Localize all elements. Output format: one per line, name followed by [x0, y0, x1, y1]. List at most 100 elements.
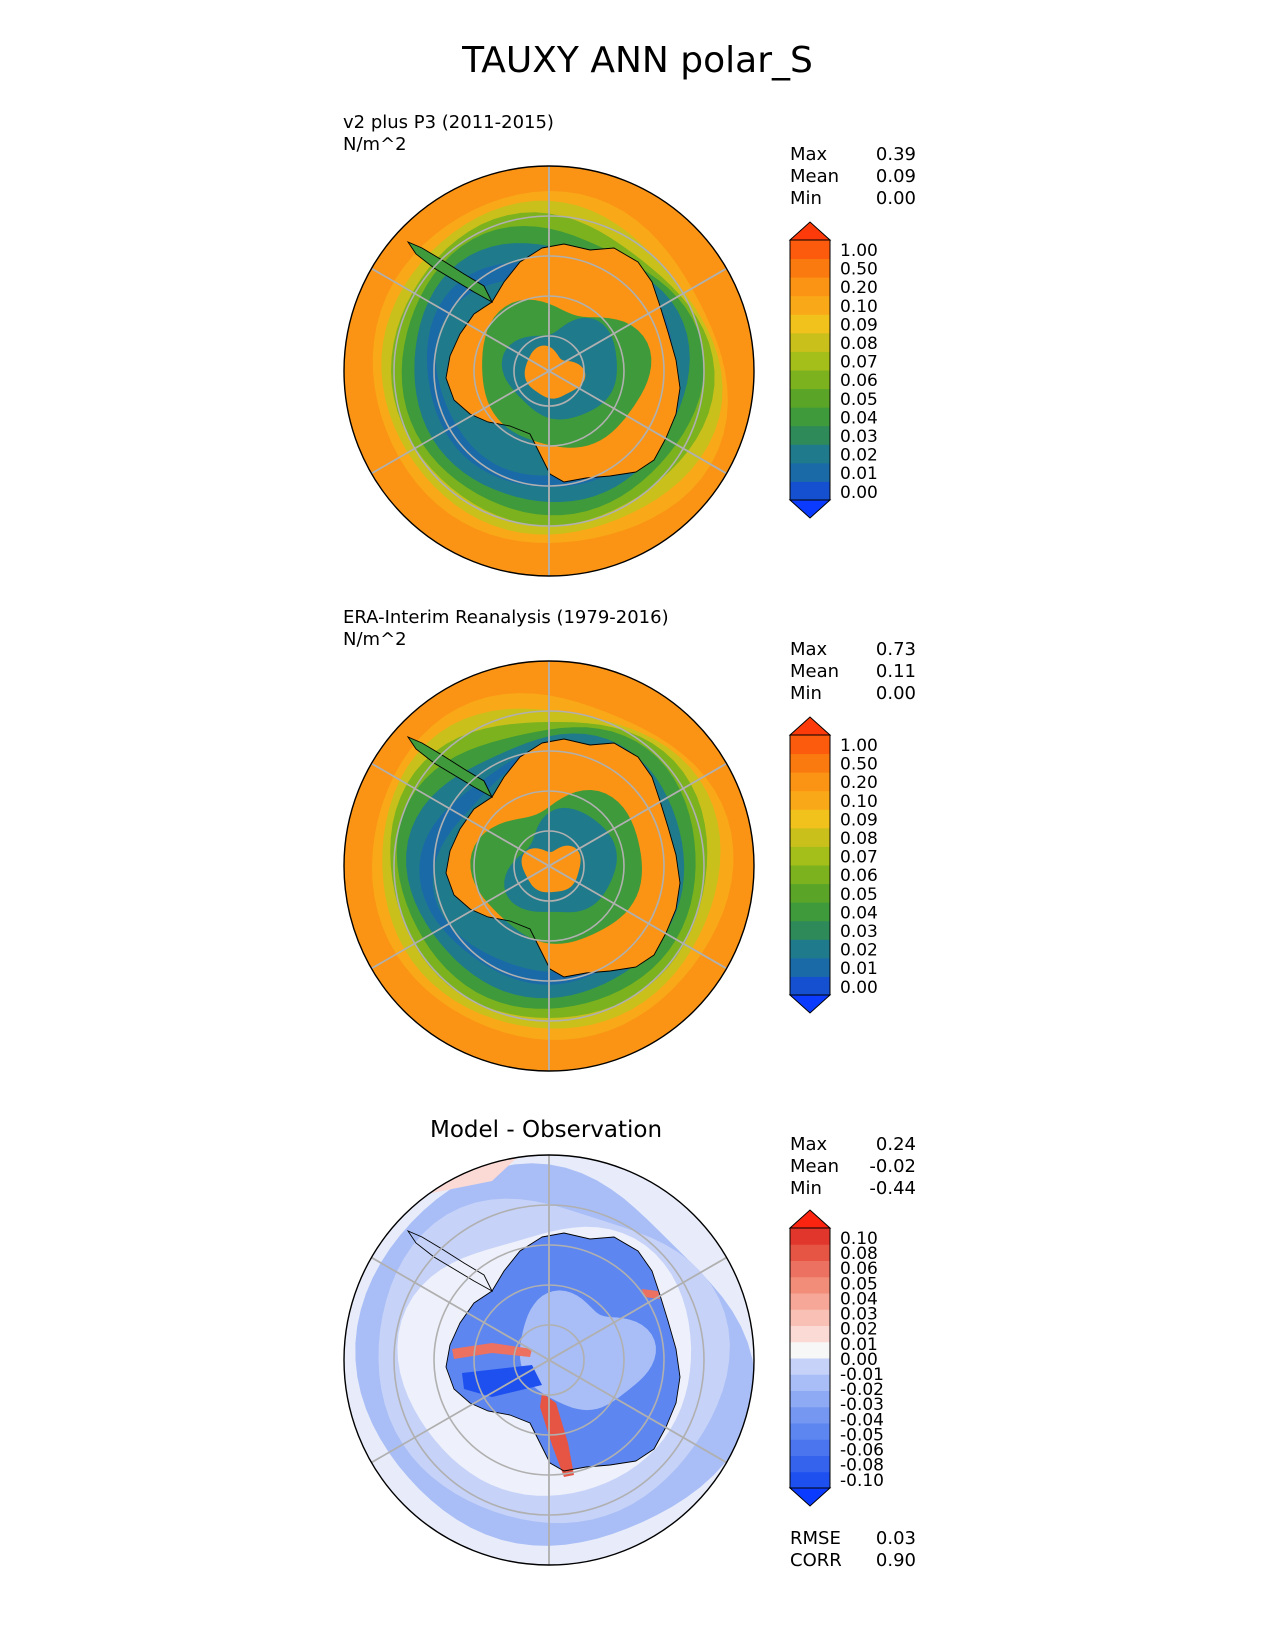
stat-min: Min 0.00: [790, 188, 916, 209]
colorbar-bin: [790, 1406, 830, 1424]
field-contour-region: [462, 1365, 542, 1397]
colorbar-extend-max: [788, 221, 832, 241]
colorbar-tick-label: 0.08: [840, 334, 878, 354]
colorbar-tick-label: 0.07: [840, 848, 878, 868]
panel-3-polar-map: [343, 1154, 755, 1566]
meridian-gridline: [371, 267, 550, 372]
colorbar-tick-label: 0.05: [840, 390, 878, 410]
panel-1-colorbar: 1.000.500.200.100.090.080.070.060.050.04…: [788, 221, 878, 519]
colorbar-tick-label: 0.06: [840, 1259, 878, 1279]
colorbar-tick-label: 0.03: [840, 922, 878, 942]
colorbar-tick-label: -0.02: [840, 1380, 884, 1400]
colorbar-tick-label: -0.04: [840, 1410, 884, 1430]
colorbar-extend-min: [788, 1487, 832, 1507]
colorbar-bin: [790, 920, 830, 940]
colorbar-extend-min: [788, 994, 832, 1014]
meridian-gridline: [548, 1359, 727, 1464]
colorbar-tick-label: 0.05: [840, 885, 878, 905]
field-contour-region: [642, 1289, 660, 1299]
colorbar-bin: [790, 1309, 830, 1326]
colorbar-bin: [790, 865, 830, 885]
stat-min: Min -0.44: [790, 1178, 916, 1199]
colorbar-tick-label: 0.08: [840, 829, 878, 849]
colorbar-bin: [790, 1276, 830, 1294]
stat-mean: Mean 0.09: [790, 166, 916, 187]
coastline: [445, 1232, 681, 1472]
colorbar-tick-label: 0.20: [840, 773, 878, 793]
panel-3-colorbar: 0.100.080.060.050.040.030.020.010.00-0.0…: [788, 1209, 884, 1507]
metric-corr: CORR 0.90: [790, 1550, 916, 1571]
colorbar-tick-label: 0.06: [840, 371, 878, 391]
panel-2-colorbar: 1.000.500.200.100.090.080.070.060.050.04…: [788, 716, 878, 1014]
colorbar-tick-label: 0.05: [840, 1274, 878, 1294]
colorbar-bin: [790, 976, 830, 996]
meridian-gridline: [371, 762, 550, 867]
colorbar-bin: [790, 388, 830, 408]
stat-max: Max 0.39: [790, 144, 916, 165]
colorbar-tick-label: 0.50: [840, 260, 878, 280]
colorbar-bin: [790, 277, 830, 297]
colorbar-tick-label: -0.10: [840, 1471, 884, 1491]
colorbar-tick-label: -0.03: [840, 1395, 884, 1415]
panel-1-stats: Max 0.39 Mean 0.09 Min 0.00: [790, 144, 916, 210]
colorbar-tick-label: -0.08: [840, 1456, 884, 1476]
meridian-gridline: [371, 370, 550, 475]
colorbar-bin: [790, 1341, 830, 1359]
field-contour-region: [521, 845, 581, 893]
colorbar-tick-label: 0.02: [840, 1320, 878, 1340]
panel-2-polar-map: [343, 660, 755, 1072]
colorbar-tick-label: 0.01: [840, 1335, 878, 1355]
panel-2-units: N/m^2: [343, 629, 407, 650]
meridian-gridline: [371, 865, 550, 970]
figure-title: TAUXY ANN polar_S: [462, 40, 813, 81]
stat-max: Max 0.24: [790, 1134, 916, 1155]
colorbar-bin: [790, 351, 830, 371]
colorbar-bin: [790, 295, 830, 315]
colorbar-tick-label: 1.00: [840, 241, 878, 261]
colorbar-bin: [790, 1374, 830, 1391]
panel-1-units: N/m^2: [343, 134, 407, 155]
colorbar-bin: [790, 735, 830, 755]
colorbar-tick-label: -0.01: [840, 1365, 884, 1385]
panel-3-metrics: RMSE 0.03 CORR 0.90: [790, 1528, 916, 1572]
colorbar-bin: [790, 827, 830, 847]
colorbar-tick-label: 0.04: [840, 408, 878, 428]
colorbar-tick-label: 0.10: [840, 297, 878, 317]
colorbar-bin: [790, 1244, 830, 1261]
colorbar-tick-label: 0.01: [840, 959, 878, 979]
colorbar-tick-label: 0.08: [840, 1244, 878, 1264]
colorbar-bin: [790, 753, 830, 773]
colorbar-bin: [790, 902, 830, 922]
colorbar-tick-label: -0.06: [840, 1441, 884, 1461]
colorbar-tick-label: 1.00: [840, 736, 878, 756]
map-boundary: [343, 660, 755, 1072]
colorbar-bin: [790, 314, 830, 334]
colorbar-bin: [790, 425, 830, 445]
meridian-gridline: [548, 370, 727, 475]
colorbar-bin: [790, 1293, 830, 1310]
stat-max: Max 0.73: [790, 639, 916, 660]
colorbar-bin: [790, 772, 830, 792]
panel-1-polar-map: [343, 165, 755, 577]
colorbar-bin: [790, 790, 830, 810]
stat-mean: Mean 0.11: [790, 661, 916, 682]
colorbar-tick-label: 0.10: [840, 792, 878, 812]
colorbar-tick-label: 0.09: [840, 810, 878, 830]
colorbar-bin: [790, 883, 830, 903]
map-boundary: [343, 1154, 755, 1566]
colorbar-extend-max: [788, 1209, 832, 1229]
colorbar-extend-max: [788, 716, 832, 736]
colorbar-tick-label: 0.00: [840, 483, 878, 503]
stat-min: Min 0.00: [790, 683, 916, 704]
colorbar-tick-label: 0.10: [840, 1229, 878, 1249]
coastline: [406, 240, 494, 304]
colorbar-tick-label: 0.04: [840, 903, 878, 923]
colorbar-bin: [790, 258, 830, 278]
colorbar-bin: [790, 370, 830, 390]
colorbar-tick-label: 0.01: [840, 464, 878, 484]
colorbar-bin: [790, 444, 830, 464]
colorbar-bin: [790, 407, 830, 427]
field-contour-region: [452, 1343, 532, 1359]
colorbar-bin: [790, 1358, 830, 1375]
map-boundary: [343, 165, 755, 577]
